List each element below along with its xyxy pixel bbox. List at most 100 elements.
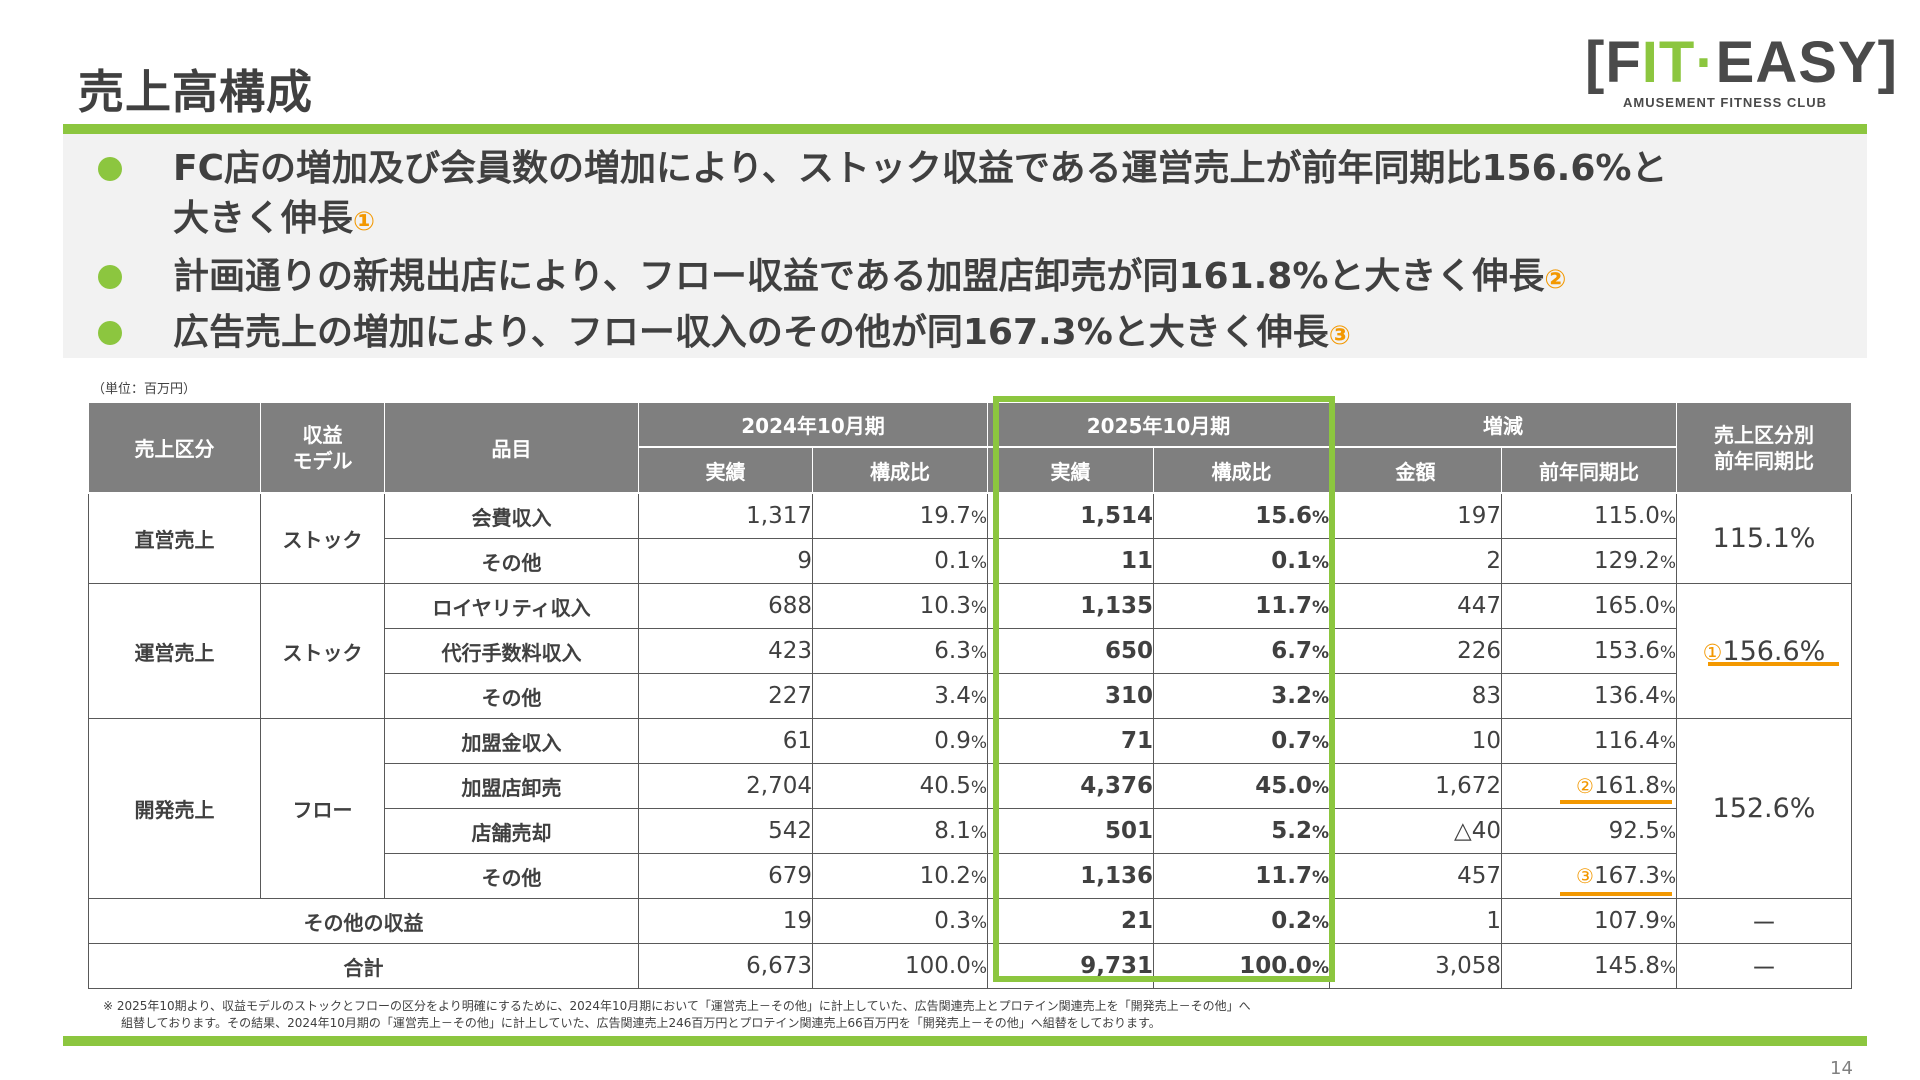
header-yoy: 前年同期比 [1501, 447, 1677, 494]
underline-yoy-167 [1560, 892, 1672, 896]
cell-actual-2024: 688 [638, 583, 813, 629]
cell-actual-2024: 227 [638, 673, 813, 719]
cell-ratio-2024: 3.4% [812, 673, 988, 719]
bullet-dot-icon [98, 321, 122, 345]
header-actual-2024: 実績 [638, 447, 813, 494]
underline-segment-156 [1708, 662, 1839, 666]
cell-actual-2024: 6,673 [638, 943, 813, 989]
cell-category: 直営売上 [88, 492, 261, 584]
cell-ratio-2025: 45.0% [1153, 763, 1330, 809]
cell-category: 運営売上 [88, 583, 261, 719]
cell-actual-2024: 19 [638, 898, 813, 944]
cell-amount: 83 [1329, 673, 1502, 719]
header-ratio-2024: 構成比 [812, 447, 988, 494]
cell-segment-yoy: 152.6% [1676, 718, 1852, 899]
header-category: 売上区分 [88, 403, 261, 494]
cell-amount: 1,672 [1329, 763, 1502, 809]
table-row: 運営売上 ストック ロイヤリティ収入 688 10.3% 1,135 11.7%… [88, 583, 1852, 719]
cell-segment-yoy: 115.1% [1676, 492, 1852, 584]
cell-item: 加盟金収入 [384, 718, 639, 764]
fy2025-highlight-box [993, 396, 1335, 982]
cell-item: 代行手数料収入 [384, 628, 639, 674]
header-amount: 金額 [1329, 447, 1502, 494]
underline-yoy-161 [1560, 800, 1672, 804]
cell-amount: 457 [1329, 853, 1502, 899]
header-fy2024: 2024年10月期 [638, 403, 988, 448]
footnote-line2: 組替しております。その結果、2024年10月期の「運営売上－その他」に計上してい… [121, 1016, 1161, 1030]
cell-actual-2025: 501 [987, 808, 1154, 854]
cell-ratio-2024: 0.3% [812, 898, 988, 944]
footnote-line1: ※ 2025年10期より、収益モデルのストックとフローの区分をより明確にするため… [103, 999, 1251, 1013]
footnote: ※ 2025年10期より、収益モデルのストックとフローの区分をより明確にするため… [103, 998, 1251, 1032]
unit-note: （単位：百万円） [92, 382, 197, 397]
cell-yoy: 107.9% [1501, 898, 1677, 944]
cell-ratio-2024: 10.2% [812, 853, 988, 899]
page-title: 売上高構成 [78, 65, 313, 119]
bullet-3-text: 広告売上の増加により、フロー収入のその他が同167.3%と大きく伸長③ [173, 312, 1351, 353]
cell-yoy: 116.4% [1501, 718, 1677, 764]
table-row: 代行手数料収入 423 6.3% 650 6.7% 226 153.6% [89, 628, 1852, 674]
table-row: その他の収益 19 0.3% 21 0.2% 1 107.9% － [88, 898, 1852, 944]
bullet-1-line1: FC店の増加及び会員数の増加により、ストック収益である運営売上が前年同期比156… [173, 148, 1668, 189]
cell-yoy: 136.4% [1501, 673, 1677, 719]
cell-yoy: 145.8% [1501, 943, 1677, 989]
header-segment-yoy: 売上区分別 前年同期比 [1676, 403, 1852, 494]
bullet-panel: FC店の増加及び会員数の増加により、ストック収益である運営売上が前年同期比156… [63, 134, 1867, 358]
top-divider [63, 124, 1867, 134]
cell-ratio-2024: 0.9% [812, 718, 988, 764]
cell-model: ストック [260, 492, 385, 584]
logo-wordmark: [FIT·EASY] [1585, 30, 1898, 95]
cell-item: その他 [384, 538, 639, 584]
cell-amount: 2 [1329, 538, 1502, 584]
cell-item: その他の収益 [88, 898, 639, 944]
page-number: 14 [1830, 1058, 1853, 1079]
cell-yoy: 115.0% [1501, 492, 1677, 539]
cell-ratio-2024: 8.1% [812, 808, 988, 854]
table-row: 開発売上 フロー 加盟金収入 61 0.9% 71 0.7% 10 116.4%… [88, 718, 1852, 899]
cell-ratio-2024: 0.1% [812, 538, 988, 584]
header-item: 品目 [384, 403, 639, 494]
cell-yoy: 129.2% [1501, 538, 1677, 584]
table-row: 加盟店卸売 2,704 40.5% 4,376 45.0% 1,672 ②161… [89, 763, 1852, 809]
cell-yoy: 153.6% [1501, 628, 1677, 674]
cell-actual-2025: 650 [987, 628, 1154, 674]
cell-actual-2024: 423 [638, 628, 813, 674]
fit-easy-logo: [FIT·EASY] AMUSEMENT FITNESS CLUB [1585, 30, 1898, 112]
bullet-2-text: 計画通りの新規出店により、フロー収益である加盟店卸売が同161.8%と大きく伸長… [173, 256, 1567, 297]
cell-amount: 197 [1329, 492, 1502, 539]
cell-category: 開発売上 [88, 718, 261, 899]
table-row: 直営売上 ストック 会費収入 1,317 19.7% 1,514 15.6% 1… [88, 492, 1852, 584]
cell-actual-2024: 679 [638, 853, 813, 899]
cell-actual-2025: 4,376 [987, 763, 1154, 809]
header-fy2025: 2025年10月期 [987, 403, 1330, 448]
cell-ratio-2025: 0.7% [1153, 718, 1330, 764]
bullet-1-line2: 大きく伸長① [173, 198, 376, 239]
cell-yoy: 92.5% [1501, 808, 1677, 854]
cell-model: フロー [260, 718, 385, 899]
header-model: 収益 モデル [260, 403, 385, 494]
cell-item: 店舗売却 [384, 808, 639, 854]
cell-amount: 3,058 [1329, 943, 1502, 989]
cell-ratio-2024: 6.3% [812, 628, 988, 674]
cell-ratio-2024: 19.7% [812, 492, 988, 539]
header-actual-2025: 実績 [987, 447, 1154, 494]
cell-item: 会費収入 [384, 492, 639, 539]
cell-item: 加盟店卸売 [384, 763, 639, 809]
bullet-dot-icon [98, 265, 122, 289]
cell-actual-2024: 542 [638, 808, 813, 854]
cell-item: その他 [384, 853, 639, 899]
table-row: その他 227 3.4% 310 3.2% 83 136.4% [89, 673, 1852, 719]
cell-amount: 1 [1329, 898, 1502, 944]
cell-segment-yoy: － [1676, 898, 1852, 944]
table-row: その他 9 0.1% 11 0.1% 2 129.2% [89, 538, 1852, 584]
cell-ratio-2025: 11.7% [1153, 583, 1330, 629]
cell-ratio-2025: 11.7% [1153, 853, 1330, 899]
header-ratio-2025: 構成比 [1153, 447, 1330, 494]
cell-yoy: ③167.3% [1501, 853, 1677, 899]
cell-ratio-2024: 10.3% [812, 583, 988, 629]
cell-amount: 447 [1329, 583, 1502, 629]
cell-yoy: 165.0% [1501, 583, 1677, 629]
cell-actual-2024: 1,317 [638, 492, 813, 539]
table-row: その他 679 10.2% 1,136 11.7% 457 ③167.3% [89, 853, 1852, 899]
cell-ratio-2024: 40.5% [812, 763, 988, 809]
